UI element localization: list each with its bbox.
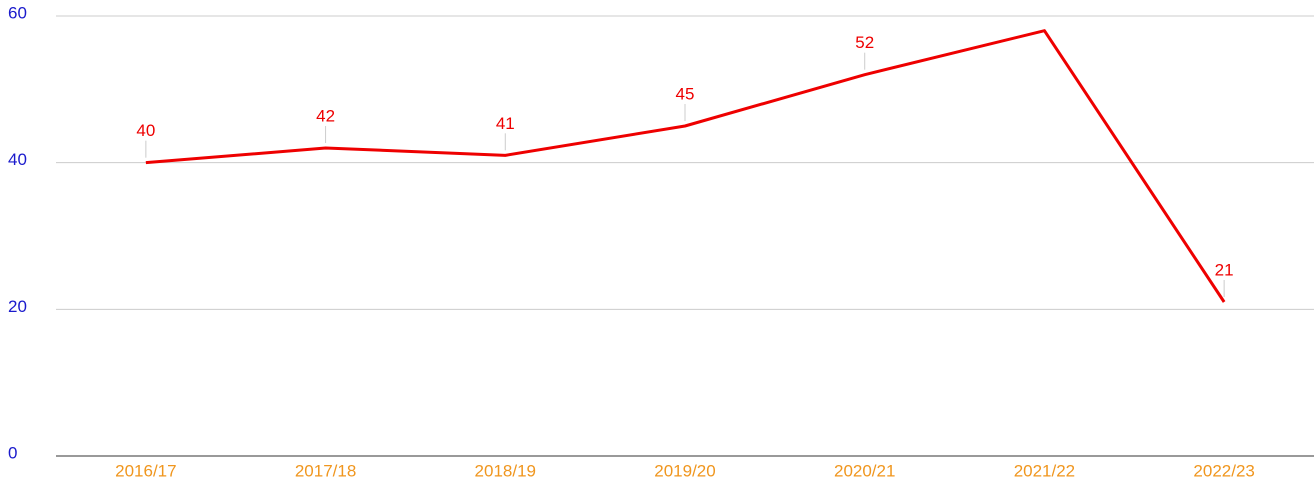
y-tick-label: 60 — [8, 3, 27, 22]
data-label: 42 — [316, 106, 335, 125]
x-tick-label: 2018/19 — [475, 461, 536, 480]
data-label: 40 — [136, 121, 155, 140]
data-label: 52 — [855, 33, 874, 52]
y-tick-label: 20 — [8, 297, 27, 316]
x-tick-label: 2017/18 — [295, 461, 356, 480]
data-label: 21 — [1215, 260, 1234, 279]
line — [145, 29, 1226, 303]
x-tick-label: 2016/17 — [115, 461, 176, 480]
x-tick-label: 2020/21 — [834, 461, 895, 480]
x-tick-label: 2021/22 — [1014, 461, 1075, 480]
data-label: 45 — [676, 84, 695, 103]
x-tick-label: 2019/20 — [654, 461, 715, 480]
y-tick-label: 40 — [8, 150, 27, 169]
y-tick-label: 0 — [8, 443, 17, 462]
x-tick-label: 2022/23 — [1193, 461, 1254, 480]
data-label: 41 — [496, 114, 515, 133]
